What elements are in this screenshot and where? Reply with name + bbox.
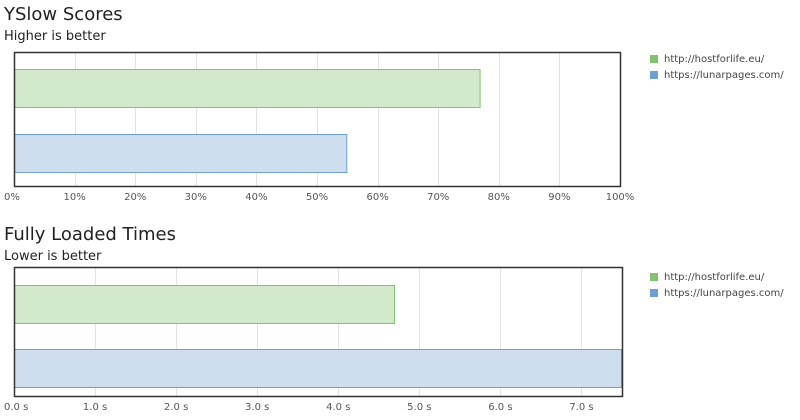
chart-legend: http://hostforlife.eu/ https://lunarpage… <box>650 269 784 301</box>
plot-frame <box>13 51 622 188</box>
legend-label: http://hostforlife.eu/ <box>664 271 765 283</box>
x-tick-label: 80% <box>488 192 510 203</box>
chart-title: Fully Loaded Times <box>4 224 176 245</box>
x-tick-label: 90% <box>548 192 570 203</box>
x-tick-label: 60% <box>366 192 388 203</box>
chart-title: YSlow Scores <box>4 4 123 25</box>
x-tick-label: 20% <box>124 192 146 203</box>
bar <box>14 285 396 324</box>
bar <box>14 134 348 173</box>
chart-subtitle: Higher is better <box>4 29 106 44</box>
fully-loaded-chart: Fully Loaded Times Lower is better 0.0 s… <box>0 224 800 420</box>
chart-legend: http://hostforlife.eu/ https://lunarpage… <box>650 51 784 83</box>
legend-swatch <box>650 289 658 297</box>
bar <box>14 69 481 108</box>
chart-subtitle: Lower is better <box>4 249 102 264</box>
x-tick-label: 1.0 s <box>83 402 107 413</box>
x-tick-label: 0% <box>4 192 20 203</box>
x-tick-label: 50% <box>306 192 328 203</box>
legend-swatch <box>650 71 658 79</box>
fully-loaded-plot: 0.0 s 1.0 s 2.0 s 3.0 s 4.0 s 5.0 s 6.0 s 7.0 s <box>4 266 624 413</box>
x-tick-label: 4.0 s <box>326 402 350 413</box>
plot-frame <box>13 266 624 398</box>
legend-item-hostforlife: http://hostforlife.eu/ <box>650 269 784 285</box>
bar <box>14 349 622 388</box>
x-tick-label: 10% <box>63 192 85 203</box>
legend-item-lunarpages: https://lunarpages.com/ <box>650 67 784 83</box>
x-tick-label: 40% <box>245 192 267 203</box>
legend-item-lunarpages: https://lunarpages.com/ <box>650 285 784 301</box>
x-tick-label: 0.0 s <box>4 402 28 413</box>
legend-label: https://lunarpages.com/ <box>664 287 784 299</box>
legend-swatch <box>650 55 658 63</box>
x-tick-label: 70% <box>427 192 449 203</box>
x-tick-label: 100% <box>606 192 635 203</box>
x-tick-label: 5.0 s <box>407 402 431 413</box>
x-tick-label: 6.0 s <box>488 402 512 413</box>
yslow-plot: 0% 10% 20% 30% 40% 50% 60% 70% 80% 90% 100% <box>4 51 635 203</box>
x-tick-label: 7.0 s <box>569 402 593 413</box>
x-tick-label: 2.0 s <box>164 402 188 413</box>
x-tick-label: 30% <box>185 192 207 203</box>
yslow-chart: YSlow Scores Higher is better 0% 10% 20% 30… <box>0 4 800 204</box>
legend-label: http://hostforlife.eu/ <box>664 53 765 65</box>
legend-item-hostforlife: http://hostforlife.eu/ <box>650 51 784 67</box>
x-tick-label: 3.0 s <box>245 402 269 413</box>
legend-label: https://lunarpages.com/ <box>664 69 784 81</box>
legend-swatch <box>650 273 658 281</box>
